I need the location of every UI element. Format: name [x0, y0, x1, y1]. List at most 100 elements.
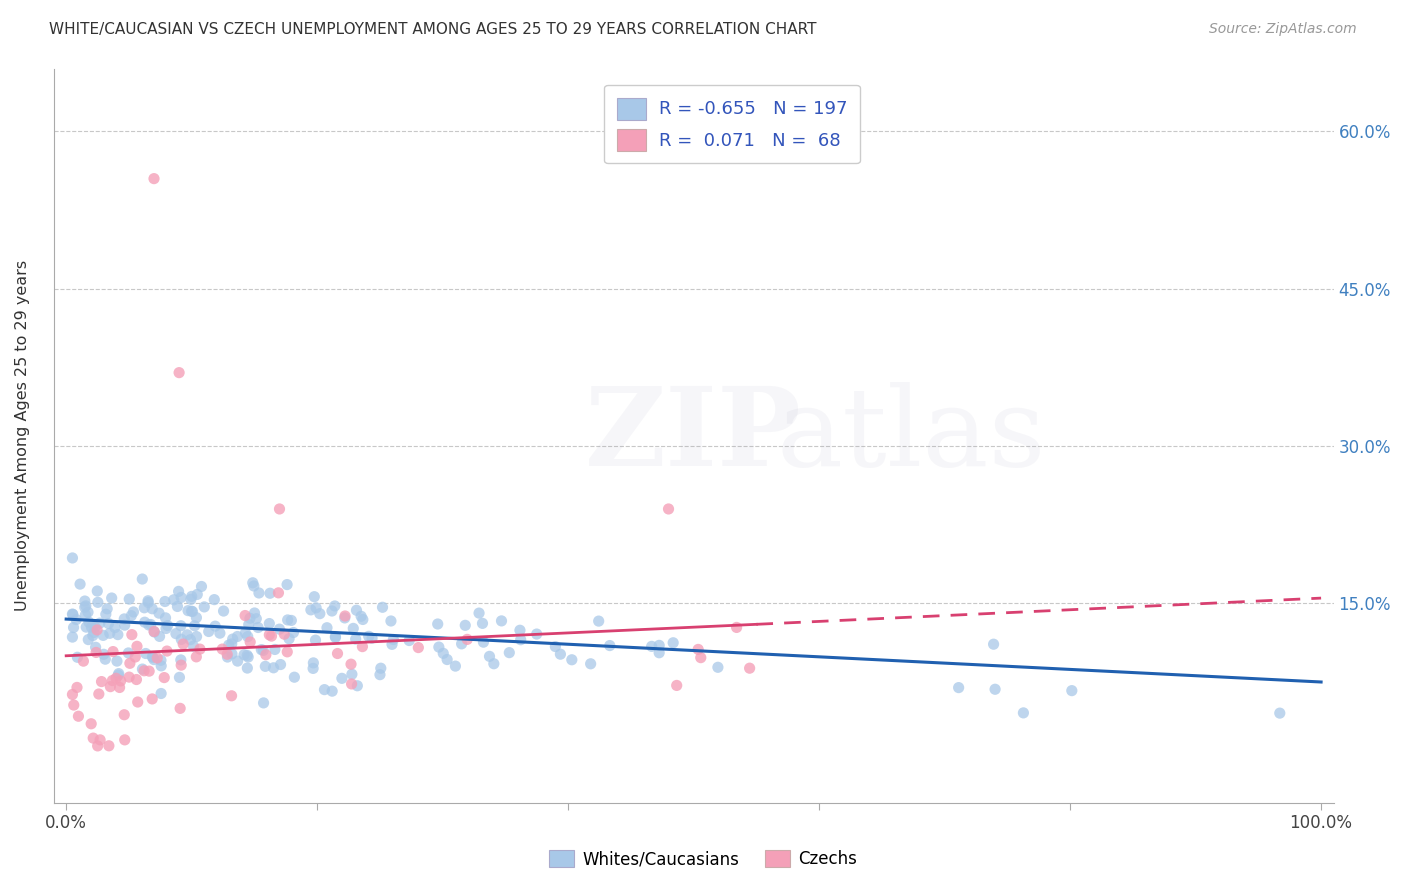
Point [84, 640, 107, 655]
Point [100, 591, 122, 605]
Point [155, 611, 177, 625]
Point [141, 601, 163, 615]
Point [125, 640, 148, 654]
Point [66, 681, 89, 695]
Point [254, 648, 277, 662]
Point [202, 592, 225, 607]
Point [166, 599, 188, 614]
Point [110, 673, 132, 688]
Point [169, 701, 191, 715]
Point [984, 682, 1007, 697]
Point [599, 639, 621, 653]
Point [340, 657, 363, 672]
Point [101, 644, 124, 658]
Point [340, 667, 363, 681]
Text: atlas: atlas [778, 382, 1046, 489]
Point [236, 661, 259, 675]
Point [239, 635, 262, 649]
Point [217, 647, 239, 661]
Point [165, 626, 187, 640]
Point [550, 647, 572, 661]
Point [283, 625, 305, 640]
Point [155, 622, 177, 636]
Point [105, 654, 128, 668]
Point [90, 674, 112, 689]
Point [80, 620, 103, 634]
Point [141, 649, 163, 664]
Point [86, 739, 108, 753]
Point [143, 624, 166, 639]
Point [308, 607, 330, 621]
Point [98, 626, 121, 640]
Point [100, 680, 122, 694]
Point [526, 627, 548, 641]
Point [180, 604, 202, 618]
Point [183, 619, 205, 633]
Point [86, 623, 108, 637]
Point [456, 632, 478, 647]
Point [259, 616, 281, 631]
Point [87, 595, 110, 609]
Point [361, 631, 384, 645]
Point [270, 657, 292, 672]
Point [254, 659, 277, 673]
Point [212, 604, 235, 618]
Point [96, 602, 118, 616]
Point [62, 630, 84, 644]
Point [450, 637, 472, 651]
Point [186, 630, 208, 644]
Point [94, 652, 117, 666]
Point [186, 610, 208, 624]
Point [131, 572, 153, 586]
Point [193, 599, 215, 614]
Point [153, 671, 176, 685]
Point [80, 716, 103, 731]
Point [276, 577, 298, 591]
Point [689, 650, 711, 665]
Point [138, 618, 160, 632]
Point [444, 659, 467, 673]
Point [323, 599, 346, 613]
Point [648, 646, 671, 660]
Point [108, 681, 131, 695]
Point [252, 643, 274, 657]
Point [304, 633, 326, 648]
Point [136, 595, 159, 609]
Point [314, 682, 336, 697]
Point [662, 636, 685, 650]
Point [134, 600, 156, 615]
Point [170, 632, 193, 647]
Point [149, 653, 172, 667]
Point [657, 502, 679, 516]
Point [127, 695, 149, 709]
Point [544, 640, 567, 654]
Point [94, 607, 117, 622]
Point [948, 681, 970, 695]
Point [269, 502, 291, 516]
Point [250, 642, 273, 657]
Point [235, 626, 257, 640]
Point [242, 575, 264, 590]
Text: Source: ZipAtlas.com: Source: ZipAtlas.com [1209, 22, 1357, 37]
Point [352, 612, 374, 626]
Point [245, 612, 267, 626]
Point [117, 646, 139, 660]
Point [172, 637, 194, 651]
Point [114, 732, 136, 747]
Point [86, 584, 108, 599]
Point [183, 639, 205, 653]
Point [498, 646, 520, 660]
Point [121, 627, 143, 641]
Point [180, 592, 202, 607]
Point [1060, 683, 1083, 698]
Point [321, 604, 343, 618]
Point [382, 632, 405, 647]
Point [153, 594, 176, 608]
Point [204, 619, 226, 633]
Point [84, 645, 107, 659]
Point [432, 646, 454, 660]
Point [491, 614, 513, 628]
Text: WHITE/CAUCASIAN VS CZECH UNEMPLOYMENT AMONG AGES 25 TO 29 YEARS CORRELATION CHAR: WHITE/CAUCASIAN VS CZECH UNEMPLOYMENT AM… [49, 22, 817, 37]
Point [186, 649, 208, 664]
Point [482, 657, 505, 671]
